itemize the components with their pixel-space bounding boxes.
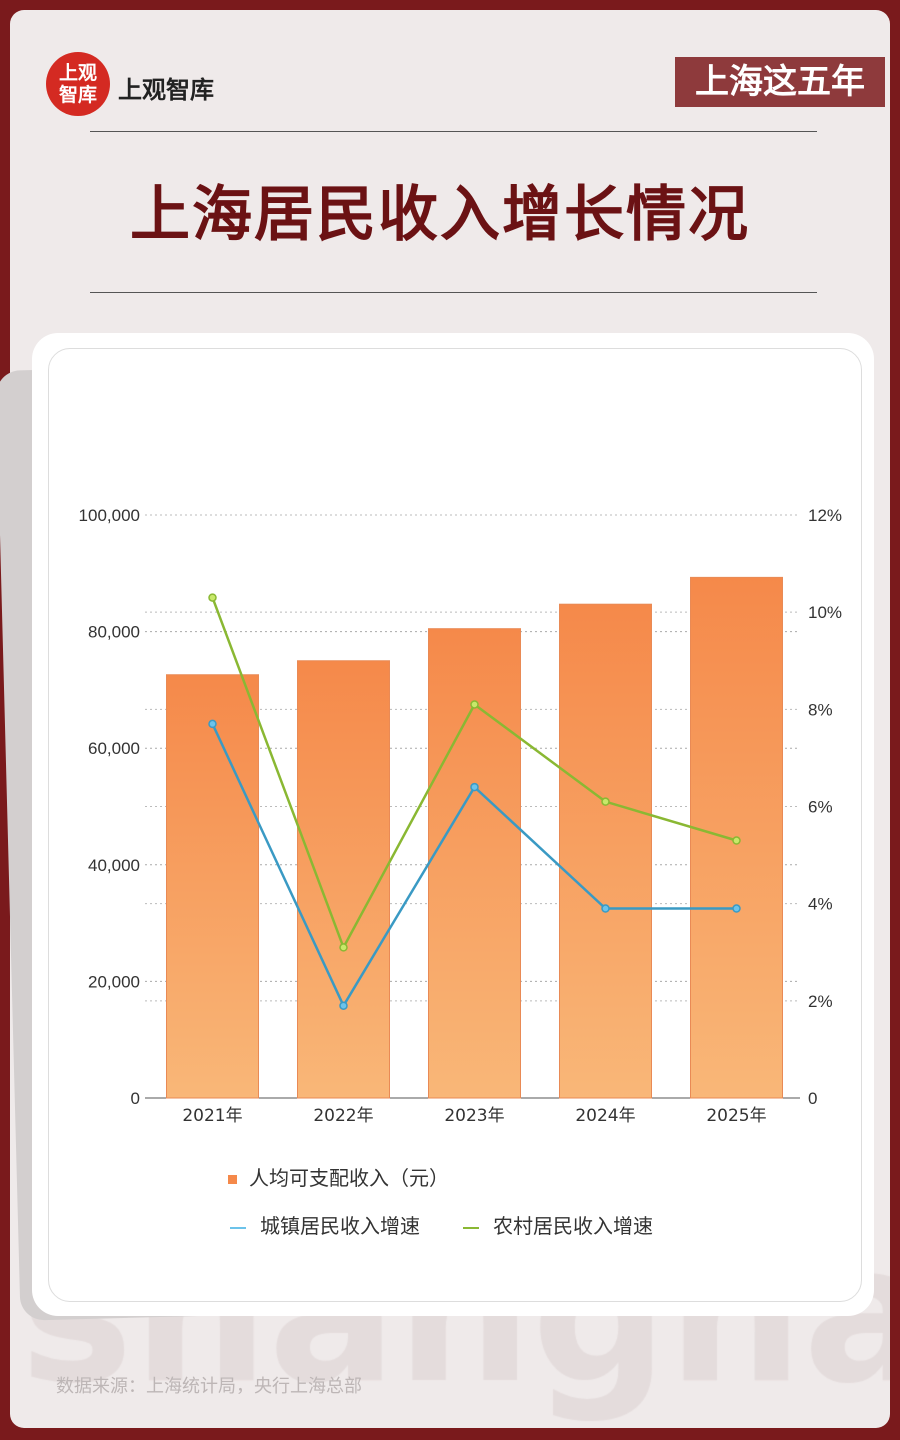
- left-tick-label: 0: [131, 1089, 140, 1108]
- point-urban-2025年: [732, 904, 741, 913]
- divider-top: [90, 131, 817, 132]
- x-tick-label: 2022年: [313, 1106, 373, 1126]
- right-tick-label: 10%: [808, 603, 842, 622]
- legend-item-urban[interactable]: 城镇居民收入增速: [230, 1210, 420, 1239]
- series-tag: 上海这五年: [675, 57, 885, 107]
- legend-swatch-rural: [463, 1226, 479, 1229]
- point-rural-2025年: [732, 836, 741, 845]
- point-urban-2023年: [470, 782, 479, 792]
- left-tick-label: 80,000: [88, 623, 140, 642]
- right-tick-label: 0: [808, 1089, 817, 1108]
- left-tick-label: 100,000: [79, 506, 140, 525]
- source-note: 数据来源：上海统计局，央行上海总部: [56, 1376, 362, 1397]
- point-rural-2023年: [470, 700, 479, 709]
- point-rural-2021年: [208, 593, 217, 602]
- logo-text: 上观智库: [118, 76, 214, 104]
- legend-item-rural[interactable]: 农村居民收入增速: [463, 1210, 653, 1239]
- logo-mark-text: 上观智库: [58, 62, 97, 106]
- right-tick-label: 4%: [808, 895, 833, 914]
- divider-bottom: [90, 292, 817, 293]
- x-tick-label: 2021年: [182, 1106, 242, 1126]
- legend-label: 城镇居民收入增速: [260, 1214, 420, 1238]
- chart-card-border: [48, 348, 862, 1302]
- point-rural-2024年: [601, 797, 610, 806]
- bar-2022年: [297, 660, 390, 1099]
- left-tick-label: 20,000: [88, 972, 140, 991]
- bar-2024年: [559, 603, 652, 1099]
- x-tick-label: 2023年: [444, 1106, 504, 1126]
- point-rural-2022年: [339, 943, 348, 952]
- legend-swatch-bar: [228, 1175, 237, 1184]
- bar-2021年: [166, 674, 259, 1099]
- point-urban-2022年: [339, 1001, 348, 1010]
- legend-item-income[interactable]: 人均可支配收入（元）: [228, 1162, 449, 1191]
- legend-label: 农村居民收入增速: [493, 1214, 653, 1238]
- point-urban-2021年: [208, 719, 217, 729]
- right-tick-label: 12%: [808, 506, 842, 525]
- page-title: 上海居民收入增长情况: [130, 180, 750, 250]
- left-tick-label: 60,000: [88, 739, 140, 758]
- x-tick-label: 2024年: [575, 1106, 635, 1126]
- legend-swatch-urban: [230, 1226, 246, 1229]
- bar-2023年: [428, 628, 521, 1099]
- point-urban-2024年: [601, 904, 610, 913]
- legend-label: 人均可支配收入（元）: [249, 1166, 449, 1190]
- left-tick-label: 40,000: [88, 856, 140, 875]
- right-tick-label: 8%: [808, 700, 833, 719]
- right-tick-label: 2%: [808, 992, 833, 1011]
- x-tick-label: 2025年: [706, 1106, 766, 1126]
- logo-mark: 上观智库: [46, 52, 110, 116]
- right-tick-label: 6%: [808, 798, 833, 817]
